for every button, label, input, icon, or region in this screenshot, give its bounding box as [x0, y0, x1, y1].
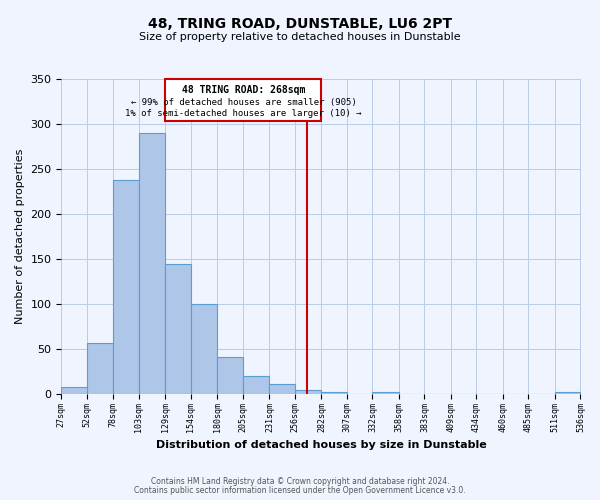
Bar — [269, 384, 295, 394]
Text: Contains HM Land Registry data © Crown copyright and database right 2024.: Contains HM Land Registry data © Crown c… — [151, 477, 449, 486]
Bar — [322, 392, 347, 394]
Bar — [555, 392, 580, 394]
Text: ← 99% of detached houses are smaller (905): ← 99% of detached houses are smaller (90… — [131, 98, 356, 107]
Bar — [295, 390, 322, 394]
X-axis label: Distribution of detached houses by size in Dunstable: Distribution of detached houses by size … — [155, 440, 487, 450]
Bar — [113, 180, 139, 394]
Bar — [373, 392, 399, 394]
Bar — [191, 304, 217, 394]
Text: Contains public sector information licensed under the Open Government Licence v3: Contains public sector information licen… — [134, 486, 466, 495]
Bar — [61, 387, 87, 394]
Bar — [87, 342, 113, 394]
Bar — [217, 357, 243, 394]
FancyBboxPatch shape — [166, 79, 322, 122]
Text: 48, TRING ROAD, DUNSTABLE, LU6 2PT: 48, TRING ROAD, DUNSTABLE, LU6 2PT — [148, 18, 452, 32]
Bar — [243, 376, 269, 394]
Text: 48 TRING ROAD: 268sqm: 48 TRING ROAD: 268sqm — [182, 86, 305, 96]
Y-axis label: Number of detached properties: Number of detached properties — [15, 149, 25, 324]
Text: Size of property relative to detached houses in Dunstable: Size of property relative to detached ho… — [139, 32, 461, 42]
Text: 1% of semi-detached houses are larger (10) →: 1% of semi-detached houses are larger (1… — [125, 108, 362, 118]
Bar — [139, 133, 166, 394]
Bar — [166, 264, 191, 394]
